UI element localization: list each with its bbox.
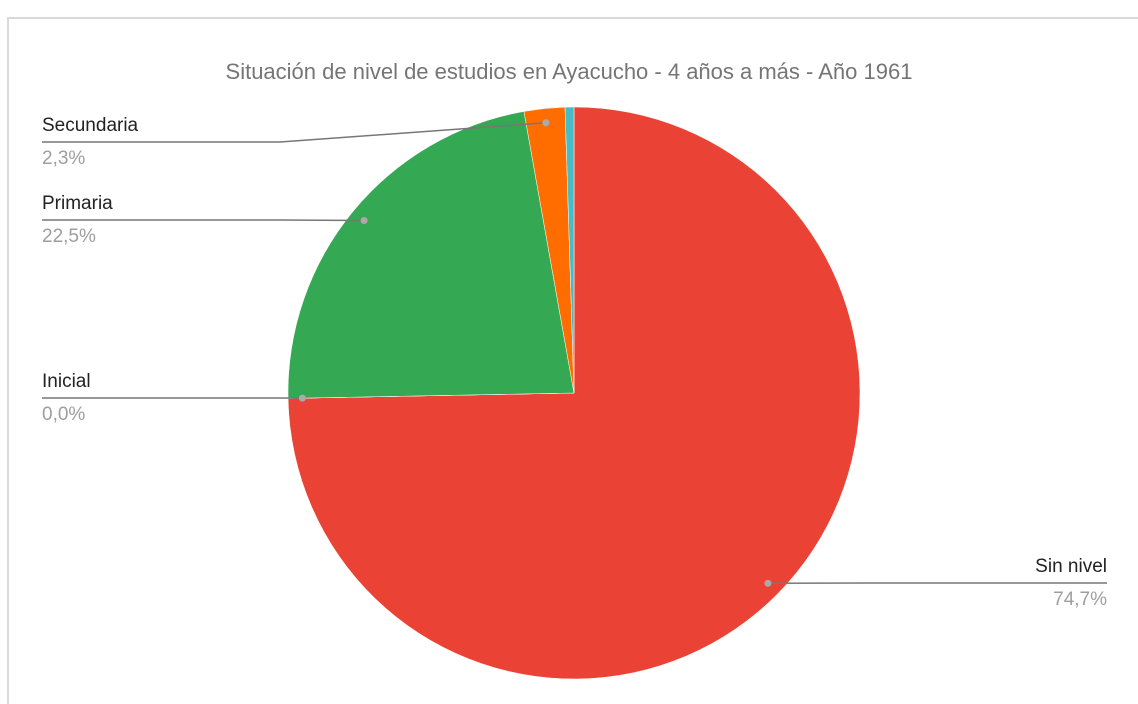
pie-slice — [287, 111, 575, 399]
slice-value-label: 74,7% — [1053, 589, 1107, 610]
leader-line — [42, 122, 546, 143]
slice-label: Primaria — [42, 193, 113, 214]
leader-dot — [298, 394, 306, 402]
leader-dot — [360, 216, 368, 224]
slice-value-label: 2,3% — [42, 148, 85, 169]
slice-label: Sin nivel — [1035, 556, 1107, 577]
chart-title: Situación de nivel de estudios en Ayacuc… — [226, 59, 913, 84]
leader-dot — [764, 579, 772, 587]
pie-slice — [564, 106, 575, 394]
slice-label: Secundaria — [42, 115, 139, 136]
leader-dot — [542, 119, 550, 127]
slice-label: Inicial — [42, 371, 91, 392]
slice-value-label: 22,5% — [42, 226, 96, 247]
slice-value-label: 0,0% — [42, 404, 85, 425]
